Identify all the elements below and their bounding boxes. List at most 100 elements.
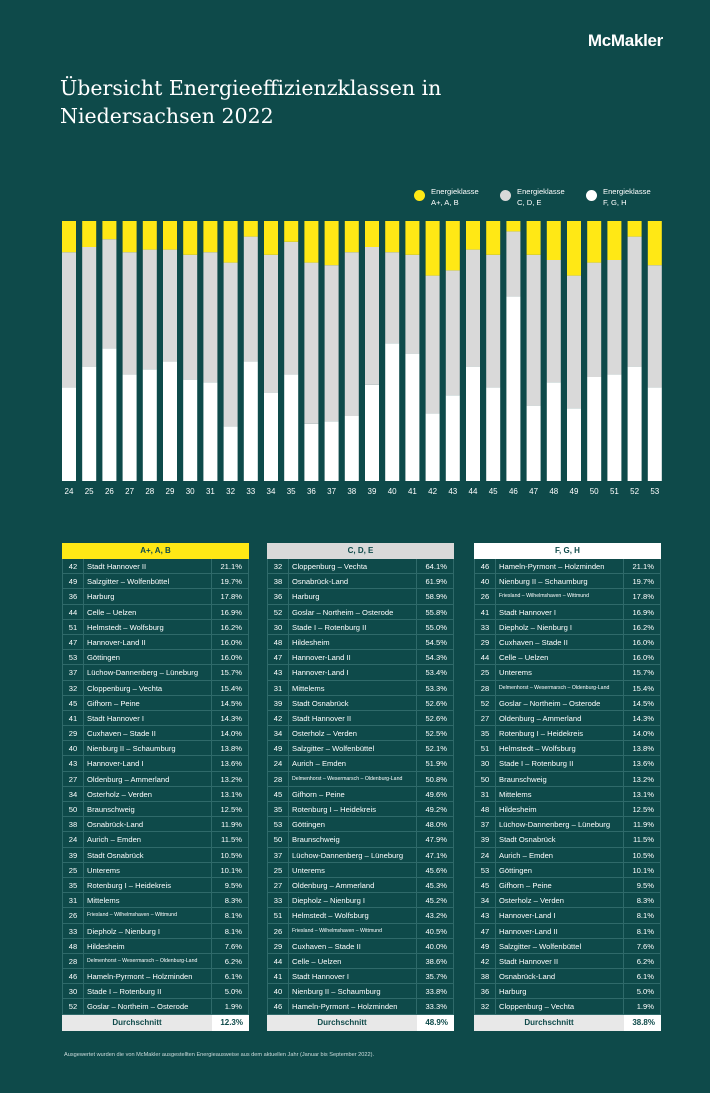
ranking-table-1: C, D, E 32 Cloppenburg – Vechta 64.1% 38 Osna…: [267, 543, 454, 1031]
region-number: 47: [68, 637, 78, 647]
region-number: 49: [480, 941, 490, 951]
bar-segment-48-0: [546, 382, 561, 481]
table-row: 50 Braunschweig 12.5%: [62, 802, 249, 818]
region-name: Göttingen: [288, 817, 416, 832]
x-tick-label: 25: [85, 487, 94, 496]
average-value: 12.3%: [212, 1014, 249, 1031]
region-value: 15.7%: [211, 665, 248, 680]
region-name: Lüchow-Dannenberg – Lüneburg: [495, 817, 623, 832]
region-name: Salzgitter – Wolfenbüttel: [495, 938, 623, 953]
region-number: 49: [273, 744, 283, 754]
region-name: Unterems: [83, 862, 211, 877]
table-row: 42 Stadt Hannover II 52.6%: [267, 710, 454, 727]
table-row: 52 Goslar – Northeim – Osterode 1.9%: [62, 999, 249, 1015]
bar-segment-49-1: [567, 275, 581, 409]
region-name: Osnabrück-Land: [288, 574, 416, 589]
bar-segment-34-2: [264, 221, 278, 255]
region-value: 12.5%: [211, 802, 248, 817]
region-number: 49: [68, 577, 78, 587]
table-row: 45 Gifhorn – Peine 14.5%: [62, 695, 249, 711]
bar-segment-26-0: [102, 348, 117, 481]
table-row: 36 Harburg 17.8%: [62, 589, 249, 605]
region-value: 53.3%: [416, 680, 453, 695]
table-row: 40 Nienburg II – Schaumburg 33.8%: [267, 984, 454, 1000]
table-row: 25 Unterems 45.6%: [267, 862, 454, 878]
bar-segment-49-2: [567, 221, 581, 276]
table-header: F, G, H: [474, 543, 661, 559]
table-row: 49 Salzgitter – Wolfenbüttel 7.6%: [474, 938, 661, 954]
bar-segment-27-2: [122, 221, 137, 253]
region-value: 53.4%: [416, 665, 453, 680]
region-number: 40: [273, 987, 283, 997]
region-name: Braunschweig: [495, 771, 623, 786]
table-row: 35 Rotenburg I – Heidekreis 9.5%: [62, 877, 249, 894]
brand-logo: McMakler: [587, 31, 663, 50]
table-row: 28 Delmenhorst – Wesermarsch – Oldenburg-…: [474, 680, 661, 696]
region-value: 5.0%: [623, 984, 660, 999]
region-number: 44: [480, 653, 490, 663]
region-name: Aurich – Emden: [288, 756, 416, 771]
region-number: 25: [273, 865, 283, 875]
average-row: Durchschnitt 38.8%: [474, 1014, 661, 1031]
bar-segment-39-0: [365, 384, 379, 481]
average-label: Durchschnitt: [474, 1014, 624, 1031]
region-name: Stadt Hannover II: [288, 710, 416, 726]
region-number: 28: [480, 683, 490, 693]
region-name: Hameln-Pyrmont – Holzminden: [83, 969, 211, 984]
x-tick-label: 46: [509, 487, 518, 496]
region-value: 10.1%: [623, 862, 660, 877]
bar-segment-53-2: [647, 221, 662, 266]
region-name: Cuxhaven – Stade II: [83, 726, 211, 741]
region-name: Hameln-Pyrmont – Holzminden: [495, 559, 623, 574]
region-name: Hannover-Land I: [495, 908, 623, 923]
region-number: 33: [273, 896, 283, 906]
bar-segment-53-0: [647, 387, 662, 481]
region-number: 34: [68, 789, 78, 799]
table-row: 29 Cuxhaven – Stade II 16.0%: [474, 634, 661, 651]
x-tick-label: 30: [186, 487, 195, 496]
region-number: 53: [480, 865, 490, 875]
table-row: 37 Lüchow-Dannenberg – Lüneburg 15.7%: [62, 665, 249, 681]
bar-segment-45-0: [486, 387, 501, 481]
bar-segment-44-0: [466, 366, 480, 481]
x-tick-label: 42: [428, 487, 437, 496]
region-name: Hildesheim: [288, 634, 416, 650]
average-label: Durchschnitt: [62, 1014, 212, 1031]
region-number: 44: [68, 607, 78, 617]
region-value: 6.2%: [623, 953, 660, 969]
bar-segment-28-1: [142, 249, 157, 370]
region-name: Braunschweig: [83, 802, 211, 817]
region-value: 16.2%: [623, 619, 660, 634]
region-number: 50: [480, 774, 490, 784]
table-row: 33 Diepholz – Nienburg I 8.1%: [62, 923, 249, 939]
region-value: 52.5%: [416, 726, 453, 741]
region-value: 8.1%: [211, 923, 248, 938]
x-tick-label: 40: [388, 487, 397, 496]
region-name: Gifhorn – Peine: [83, 695, 211, 710]
x-tick-label: 32: [226, 487, 235, 496]
region-number: 31: [68, 896, 78, 906]
table-row: 43 Hannover-Land I 53.4%: [267, 665, 454, 681]
table-row: 49 Salzgitter – Wolfenbüttel 19.7%: [62, 574, 249, 590]
region-value: 21.1%: [211, 559, 248, 574]
region-value: 13.8%: [623, 741, 660, 756]
table-row: 45 Gifhorn – Peine 49.6%: [267, 786, 454, 802]
region-number: 27: [480, 713, 490, 723]
bar-segment-50-2: [587, 221, 602, 263]
region-name: Celle – Uelzen: [288, 953, 416, 969]
table-row: 41 Stadt Hannover I 16.9%: [474, 604, 661, 620]
table-row: 46 Hameln-Pyrmont – Holzminden 6.1%: [62, 969, 249, 985]
region-number: 47: [273, 653, 283, 663]
bar-segment-52-2: [627, 221, 642, 237]
region-name: Stadt Osnabrück: [495, 832, 623, 847]
table-row: 46 Hameln-Pyrmont – Holzminden 33.3%: [267, 999, 454, 1015]
table-row: 53 Göttingen 16.0%: [62, 650, 249, 666]
average-label: Durchschnitt: [267, 1014, 417, 1031]
table-row: 36 Harburg 5.0%: [474, 984, 661, 1000]
table-row: 52 Goslar – Northeim – Osterode 55.8%: [267, 604, 454, 620]
region-name: Hannover-Land II: [495, 923, 623, 938]
bar-segment-28-0: [142, 369, 157, 481]
average-row: Durchschnitt 12.3%: [62, 1014, 249, 1031]
x-tick-label: 39: [368, 487, 377, 496]
region-value: 6.2%: [211, 953, 248, 969]
